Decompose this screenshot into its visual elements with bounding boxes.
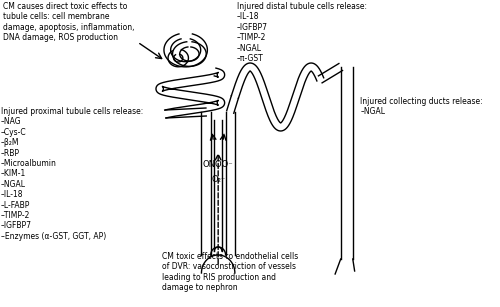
Text: Injured distal tubule cells release:
–IL-18
–IGFBP7
–TIMP-2
–NGAL
–π-GST: Injured distal tubule cells release: –IL… — [236, 2, 366, 63]
Text: CM causes direct toxic effects to
tubule cells: cell membrane
damage, apoptosis,: CM causes direct toxic effects to tubule… — [3, 2, 134, 42]
Text: ONOO⁻: ONOO⁻ — [203, 160, 234, 169]
Text: Injured collecting ducts release:
–NGAL: Injured collecting ducts release: –NGAL — [360, 97, 483, 116]
Text: O₂⁻: O₂⁻ — [211, 176, 226, 185]
Text: CM toxic effects to endothelial cells
of DVR: vasoconstriction of vessels
leadin: CM toxic effects to endothelial cells of… — [162, 252, 298, 292]
Text: Injured proximal tubule cells release:
–NAG
–Cys-C
–β₂M
–RBP
–Microalbumin
–KIM-: Injured proximal tubule cells release: –… — [1, 107, 143, 241]
